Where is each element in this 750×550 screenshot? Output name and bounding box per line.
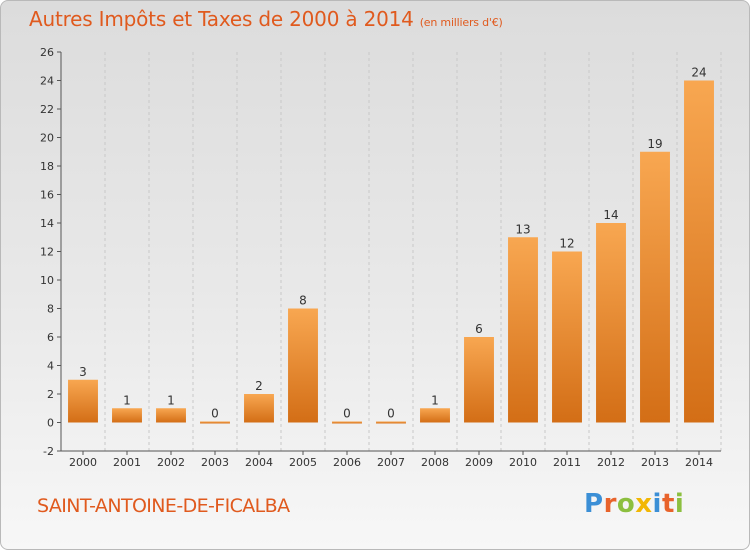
logo-letter: r <box>603 489 617 519</box>
x-tick-label: 2012 <box>597 456 625 469</box>
x-tick-label: 2007 <box>377 456 405 469</box>
bar-value-label: 3 <box>79 365 87 379</box>
bar <box>596 223 626 423</box>
bar <box>244 394 274 423</box>
y-tick-label: 10 <box>40 274 54 287</box>
bar-value-label: 1 <box>123 393 131 407</box>
bar-value-label: 19 <box>647 137 662 151</box>
bar <box>68 379 98 423</box>
proxiti-logo: Proxiti <box>584 489 684 519</box>
bar <box>464 337 494 423</box>
bar <box>552 251 582 423</box>
chart-title: Autres Impôts et Taxes de 2000 à 2014 (en… <box>29 7 503 31</box>
bar <box>640 151 670 423</box>
bar-value-label: 14 <box>603 208 618 222</box>
bar <box>376 421 406 424</box>
x-tick-label: 2006 <box>333 456 361 469</box>
chart-subtitle: (en milliers d'€) <box>419 16 503 29</box>
x-tick-label: 2004 <box>245 456 273 469</box>
x-tick-label: 2008 <box>421 456 449 469</box>
x-tick-label: 2005 <box>289 456 317 469</box>
x-tick-label: 2009 <box>465 456 493 469</box>
logo-letter: i <box>652 489 662 519</box>
x-tick-label: 2011 <box>553 456 581 469</box>
bar-value-label: 2 <box>255 379 263 393</box>
bar-value-label: 24 <box>691 66 706 80</box>
y-tick-label: 20 <box>40 132 54 145</box>
bar-value-label: 1 <box>167 393 175 407</box>
x-tick-label: 2014 <box>685 456 713 469</box>
bar <box>200 421 230 424</box>
y-tick-label: 8 <box>47 303 54 316</box>
logo-letter: o <box>616 489 636 519</box>
x-tick-label: 2010 <box>509 456 537 469</box>
y-tick-label: 22 <box>40 103 54 116</box>
x-tick-label: 2002 <box>157 456 185 469</box>
y-tick-label: 14 <box>40 217 54 230</box>
bar <box>112 408 142 423</box>
logo-letter: t <box>661 489 675 519</box>
y-tick-label: 18 <box>40 160 54 173</box>
logo-letter: P <box>584 489 604 519</box>
bar <box>288 308 318 423</box>
bar-value-label: 8 <box>299 294 307 308</box>
y-tick-label: 24 <box>40 75 54 88</box>
x-tick-label: 2000 <box>69 456 97 469</box>
bar-value-label: 6 <box>475 322 483 336</box>
bar-value-label: 0 <box>211 407 219 421</box>
bar <box>420 408 450 423</box>
y-tick-label: 4 <box>47 360 54 373</box>
bar-value-label: 0 <box>387 407 395 421</box>
y-tick-label: 0 <box>47 417 54 430</box>
logo-letter: i <box>674 489 685 519</box>
bar <box>508 237 538 423</box>
y-tick-label: 2 <box>47 388 54 401</box>
bar <box>332 421 362 424</box>
chart-title-text: Autres Impôts et Taxes de 2000 à 2014 <box>29 7 414 31</box>
x-tick-label: 2003 <box>201 456 229 469</box>
y-tick-label: -2 <box>43 445 54 458</box>
y-tick-label: 12 <box>40 246 54 259</box>
y-tick-label: 16 <box>40 189 54 202</box>
x-tick-label: 2013 <box>641 456 669 469</box>
logo-letter: x <box>635 489 653 519</box>
bar-value-label: 12 <box>559 237 574 251</box>
bar <box>156 408 186 423</box>
bar-value-label: 0 <box>343 407 351 421</box>
town-name: SAINT-ANTOINE-DE-FICALBA <box>37 495 290 517</box>
bar-value-label: 1 <box>431 393 439 407</box>
bar-value-label: 13 <box>515 222 530 236</box>
bar <box>684 80 714 423</box>
y-tick-label: 6 <box>47 331 54 344</box>
x-tick-label: 2001 <box>113 456 141 469</box>
y-tick-label: 26 <box>40 46 54 59</box>
